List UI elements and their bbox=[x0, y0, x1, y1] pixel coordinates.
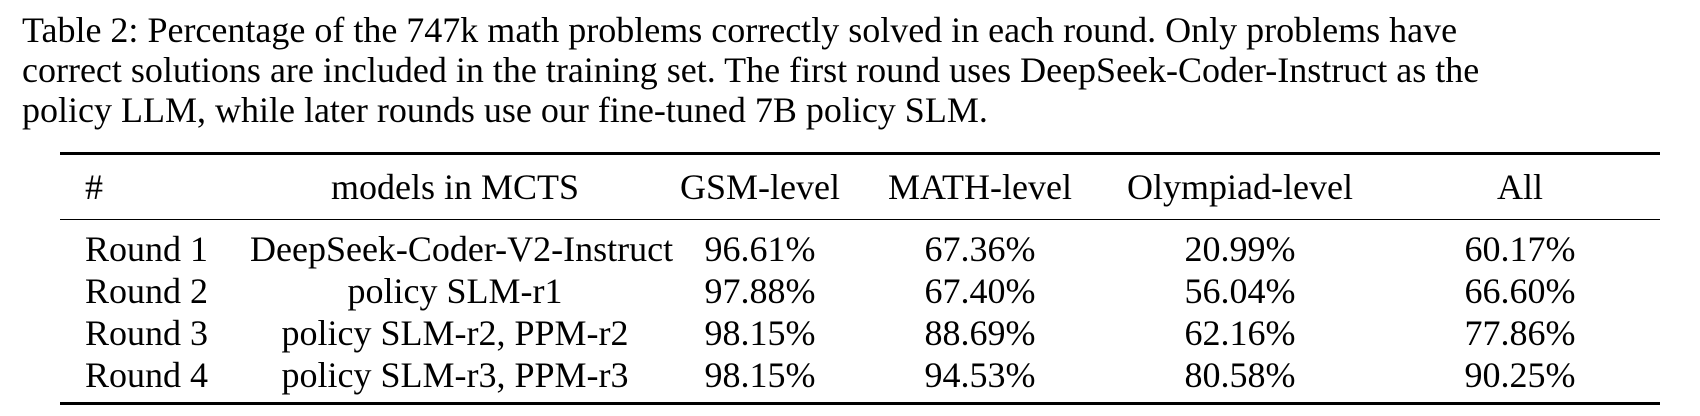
cell-math-level: 67.36% bbox=[924, 229, 1036, 269]
cell-round: Round 2 bbox=[85, 271, 209, 311]
cell-models: DeepSeek-Coder-V2-Instruct bbox=[250, 229, 674, 269]
cell-math-level: 94.53% bbox=[924, 355, 1036, 395]
cell-olympiad-level: 62.16% bbox=[1184, 313, 1296, 353]
table-row: Round 4 policy SLM-r3, PPM-r3 98.15% 94.… bbox=[60, 354, 1660, 404]
cell-models: policy SLM-r3, PPM-r3 bbox=[281, 355, 629, 395]
cell-all: 66.60% bbox=[1464, 271, 1576, 311]
header-index: # bbox=[85, 167, 103, 207]
cell-models: policy SLM-r1 bbox=[347, 271, 563, 311]
cell-all: 90.25% bbox=[1464, 355, 1576, 395]
cell-gsm-level: 98.15% bbox=[704, 355, 816, 395]
cell-models: policy SLM-r2, PPM-r2 bbox=[281, 313, 629, 353]
header-gsm-level: GSM-level bbox=[680, 167, 840, 207]
cell-round: Round 4 bbox=[85, 355, 209, 395]
table-row: Round 3 policy SLM-r2, PPM-r2 98.15% 88.… bbox=[60, 312, 1660, 354]
table-caption: Table 2: Percentage of the 747k math pro… bbox=[22, 10, 1692, 130]
cell-round: Round 3 bbox=[85, 313, 209, 353]
caption-line: correct solutions are included in the tr… bbox=[22, 50, 1480, 90]
cell-math-level: 88.69% bbox=[924, 313, 1036, 353]
cell-gsm-level: 98.15% bbox=[704, 313, 816, 353]
cell-gsm-level: 97.88% bbox=[704, 271, 816, 311]
cell-olympiad-level: 80.58% bbox=[1184, 355, 1296, 395]
cell-math-level: 67.40% bbox=[924, 271, 1036, 311]
cell-olympiad-level: 56.04% bbox=[1184, 271, 1296, 311]
caption-line: Table 2: Percentage of the 747k math pro… bbox=[22, 10, 1458, 50]
table-row: Round 1 DeepSeek-Coder-V2-Instruct 96.61… bbox=[60, 220, 1660, 271]
cell-gsm-level: 96.61% bbox=[704, 229, 816, 269]
table-header-row: # models in MCTS GSM-level MATH-level Ol… bbox=[60, 153, 1660, 220]
cell-all: 60.17% bbox=[1464, 229, 1576, 269]
table-row: Round 2 policy SLM-r1 97.88% 67.40% 56.0… bbox=[60, 270, 1660, 312]
cell-all: 77.86% bbox=[1464, 313, 1576, 353]
cell-round: Round 1 bbox=[85, 229, 209, 269]
header-olympiad-level: Olympiad-level bbox=[1127, 167, 1353, 207]
header-models: models in MCTS bbox=[330, 167, 580, 207]
results-table-container: # models in MCTS GSM-level MATH-level Ol… bbox=[60, 152, 1660, 405]
header-all: All bbox=[1496, 167, 1543, 207]
results-table: # models in MCTS GSM-level MATH-level Ol… bbox=[60, 152, 1660, 405]
header-math-level: MATH-level bbox=[888, 167, 1072, 207]
cell-olympiad-level: 20.99% bbox=[1184, 229, 1296, 269]
caption-line: policy LLM, while later rounds use our f… bbox=[22, 90, 988, 130]
